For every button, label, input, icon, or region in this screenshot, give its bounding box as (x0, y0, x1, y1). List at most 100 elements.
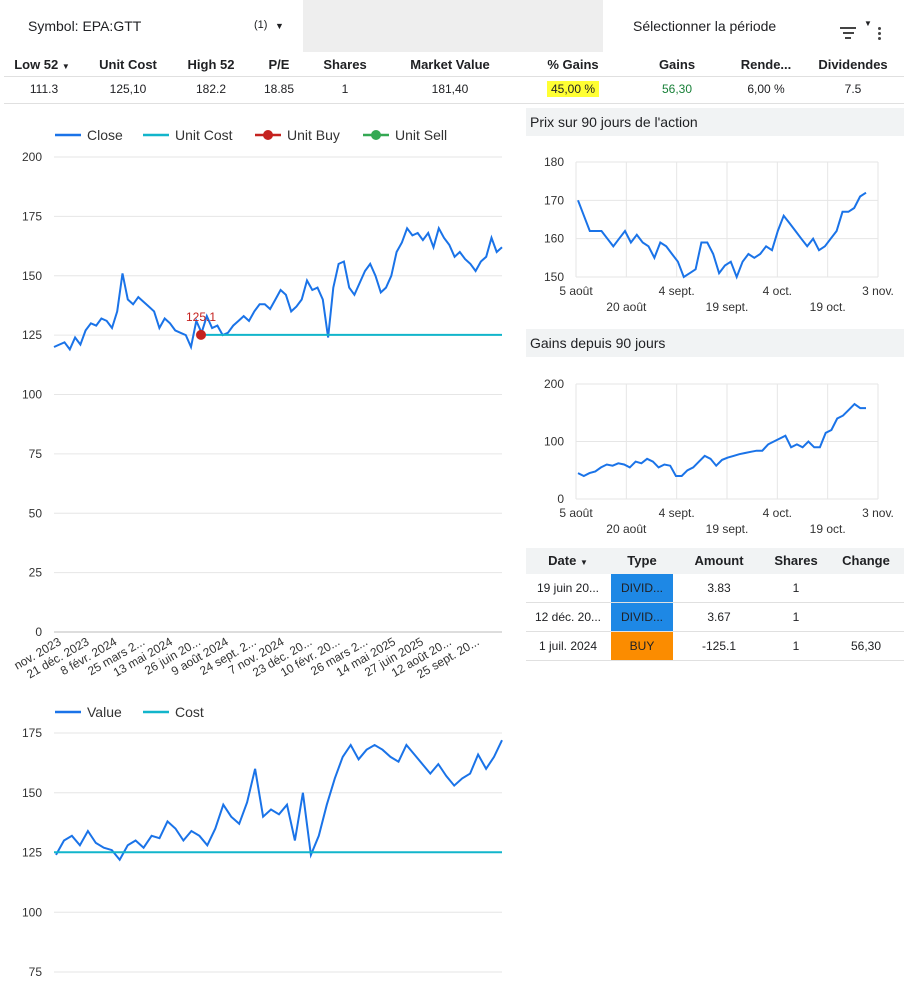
value-high52: 182.2 (195, 82, 227, 96)
x-tick-label: 4 oct. (763, 284, 792, 298)
period-selector[interactable]: Sélectionner la période ▼ (604, 0, 904, 52)
x-tick-label: 19 sept. (706, 300, 749, 314)
x-tick-label: 5 août (559, 506, 593, 520)
x-tick-label: 3 nov. (862, 284, 894, 298)
legend-label: Unit Cost (175, 127, 233, 143)
y-tick-label: 200 (22, 150, 42, 164)
y-tick-label: 200 (544, 377, 564, 391)
tx-header-shares[interactable]: Shares (764, 548, 828, 574)
value-cost-chart: Value Cost 75 100 125 150 175 (22, 704, 503, 979)
value-unit-cost: 125,10 (109, 82, 147, 96)
header-low52[interactable]: Low 52 ▼ (14, 57, 70, 72)
empty-control-area (303, 0, 603, 52)
tx-cell-date: 12 déc. 20... (534, 610, 602, 624)
tx-header-change[interactable]: Change (828, 548, 904, 574)
value-shares: 1 (341, 82, 349, 96)
symbol-label: Symbol: EPA:GTT (28, 18, 142, 34)
series-line (577, 191, 867, 280)
gains90-title: Gains depuis 90 jours (526, 329, 904, 357)
symbol-selector[interactable]: Symbol: EPA:GTT (1) ▼ (4, 0, 302, 52)
legend-label: Unit Buy (287, 127, 340, 143)
caret-down-icon[interactable]: ▼ (275, 21, 284, 31)
row-divider (526, 631, 904, 632)
close-price-chart: Close Unit Cost Unit Buy Unit Sell 0 25 50 75 10… (12, 127, 503, 681)
header-high52[interactable]: High 52 (187, 57, 235, 72)
tx-header-amount[interactable]: Amount (674, 548, 764, 574)
legend-label: Unit Sell (395, 127, 447, 143)
y-tick-label: 160 (544, 232, 564, 246)
value-series-line (55, 739, 503, 862)
price90-title: Prix sur 90 jours de l'action (526, 108, 904, 136)
y-tick-label: 170 (544, 193, 564, 207)
y-tick-label: 100 (22, 905, 42, 919)
tx-cell-type: DIVID... (610, 603, 674, 631)
type-badge: BUY (611, 632, 673, 660)
caret-down-icon[interactable]: ▼ (864, 19, 872, 28)
tx-cell-amount: 3.83 (707, 581, 731, 595)
tx-cell-change: 56,30 (850, 639, 882, 653)
x-tick-label: 19 sept. (706, 522, 749, 536)
header-pe[interactable]: P/E (268, 57, 290, 72)
tx-header-date[interactable]: Date ▼ (526, 548, 610, 574)
value-pe: 18.85 (263, 82, 295, 96)
filter-icon[interactable] (839, 27, 857, 41)
header-shares[interactable]: Shares (323, 57, 367, 72)
sort-caret-icon[interactable]: ▼ (579, 558, 588, 567)
legend-label: Close (87, 127, 123, 143)
tx-cell-amount: 3.67 (707, 610, 731, 624)
header-unit-cost[interactable]: Unit Cost (99, 57, 157, 72)
price90-chart: 150 160 170 180 5 août 20 août 4 sept. 19 sept.… (544, 155, 894, 314)
header-dividendes[interactable]: Dividendes (818, 57, 888, 72)
y-tick-label: 150 (22, 786, 42, 800)
row-divider (526, 660, 904, 661)
row-divider (526, 602, 904, 603)
top-controls: Symbol: EPA:GTT (1) ▼ Sélectionner la pé… (0, 0, 904, 52)
x-tick-label: 19 oct. (810, 522, 846, 536)
header-gains[interactable]: Gains (658, 57, 696, 72)
more-vert-icon[interactable] (876, 27, 882, 43)
y-tick-label: 25 (29, 566, 43, 580)
tx-cell-shares: 1 (792, 581, 800, 595)
header-market-value[interactable]: Market Value (410, 57, 490, 72)
y-tick-label: 0 (35, 625, 42, 639)
tx-cell-date: 19 juin 20... (536, 581, 600, 595)
x-tick-label: 20 août (606, 300, 647, 314)
tx-cell-change (828, 603, 904, 631)
x-tick-label: 3 nov. (862, 506, 894, 520)
x-tick-label: 4 sept. (659, 506, 695, 520)
unit-buy-point (196, 329, 206, 340)
value-dividendes: 7.5 (844, 82, 862, 96)
y-tick-label: 0 (557, 492, 564, 506)
tx-cell-type: DIVID... (610, 574, 674, 602)
y-tick-label: 150 (22, 269, 42, 283)
tx-cell-change (828, 574, 904, 602)
y-tick-label: 180 (544, 155, 564, 169)
period-label: Sélectionner la période (633, 18, 777, 34)
tx-cell-amount: -125.1 (701, 639, 737, 653)
sort-caret-icon[interactable]: ▼ (61, 62, 70, 71)
summary-table: Low 52 ▼ Unit Cost High 52 P/E Shares Ma… (4, 52, 904, 104)
x-tick-label: 20 août (606, 522, 647, 536)
value-pct-gains: 45,00 % (522, 79, 624, 99)
value-rendement: 6,00 % (747, 82, 785, 96)
value-low52: 111.3 (29, 82, 59, 96)
x-tick-label: 4 oct. (763, 506, 792, 520)
close-series-line (53, 225, 503, 352)
tx-cell-shares: 1 (792, 610, 800, 624)
y-tick-label: 150 (544, 270, 564, 284)
header-pct-gains[interactable]: % Gains (547, 57, 599, 72)
y-tick-label: 50 (29, 506, 43, 520)
y-tick-label: 75 (29, 447, 43, 461)
value-market-value: 181,40 (431, 82, 469, 96)
tx-header-type[interactable]: Type (610, 548, 674, 574)
y-tick-label: 125 (22, 846, 42, 860)
divider (4, 103, 904, 104)
y-tick-label: 125 (22, 328, 42, 342)
x-tick-label: 4 sept. (659, 284, 695, 298)
y-tick-label: 75 (29, 965, 43, 979)
legend-marker (371, 130, 381, 140)
header-rendement[interactable]: Rende... (740, 57, 792, 72)
legend-marker (263, 130, 273, 140)
legend-label: Cost (175, 704, 204, 720)
y-tick-label: 100 (22, 388, 42, 402)
